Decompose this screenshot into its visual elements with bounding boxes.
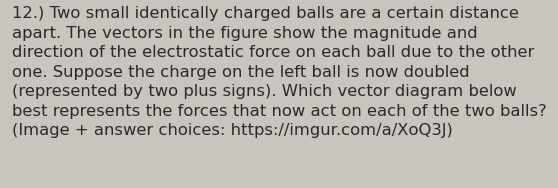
Text: 12.) Two small identically charged balls are a certain distance
apart. The vecto: 12.) Two small identically charged balls… — [12, 6, 547, 138]
